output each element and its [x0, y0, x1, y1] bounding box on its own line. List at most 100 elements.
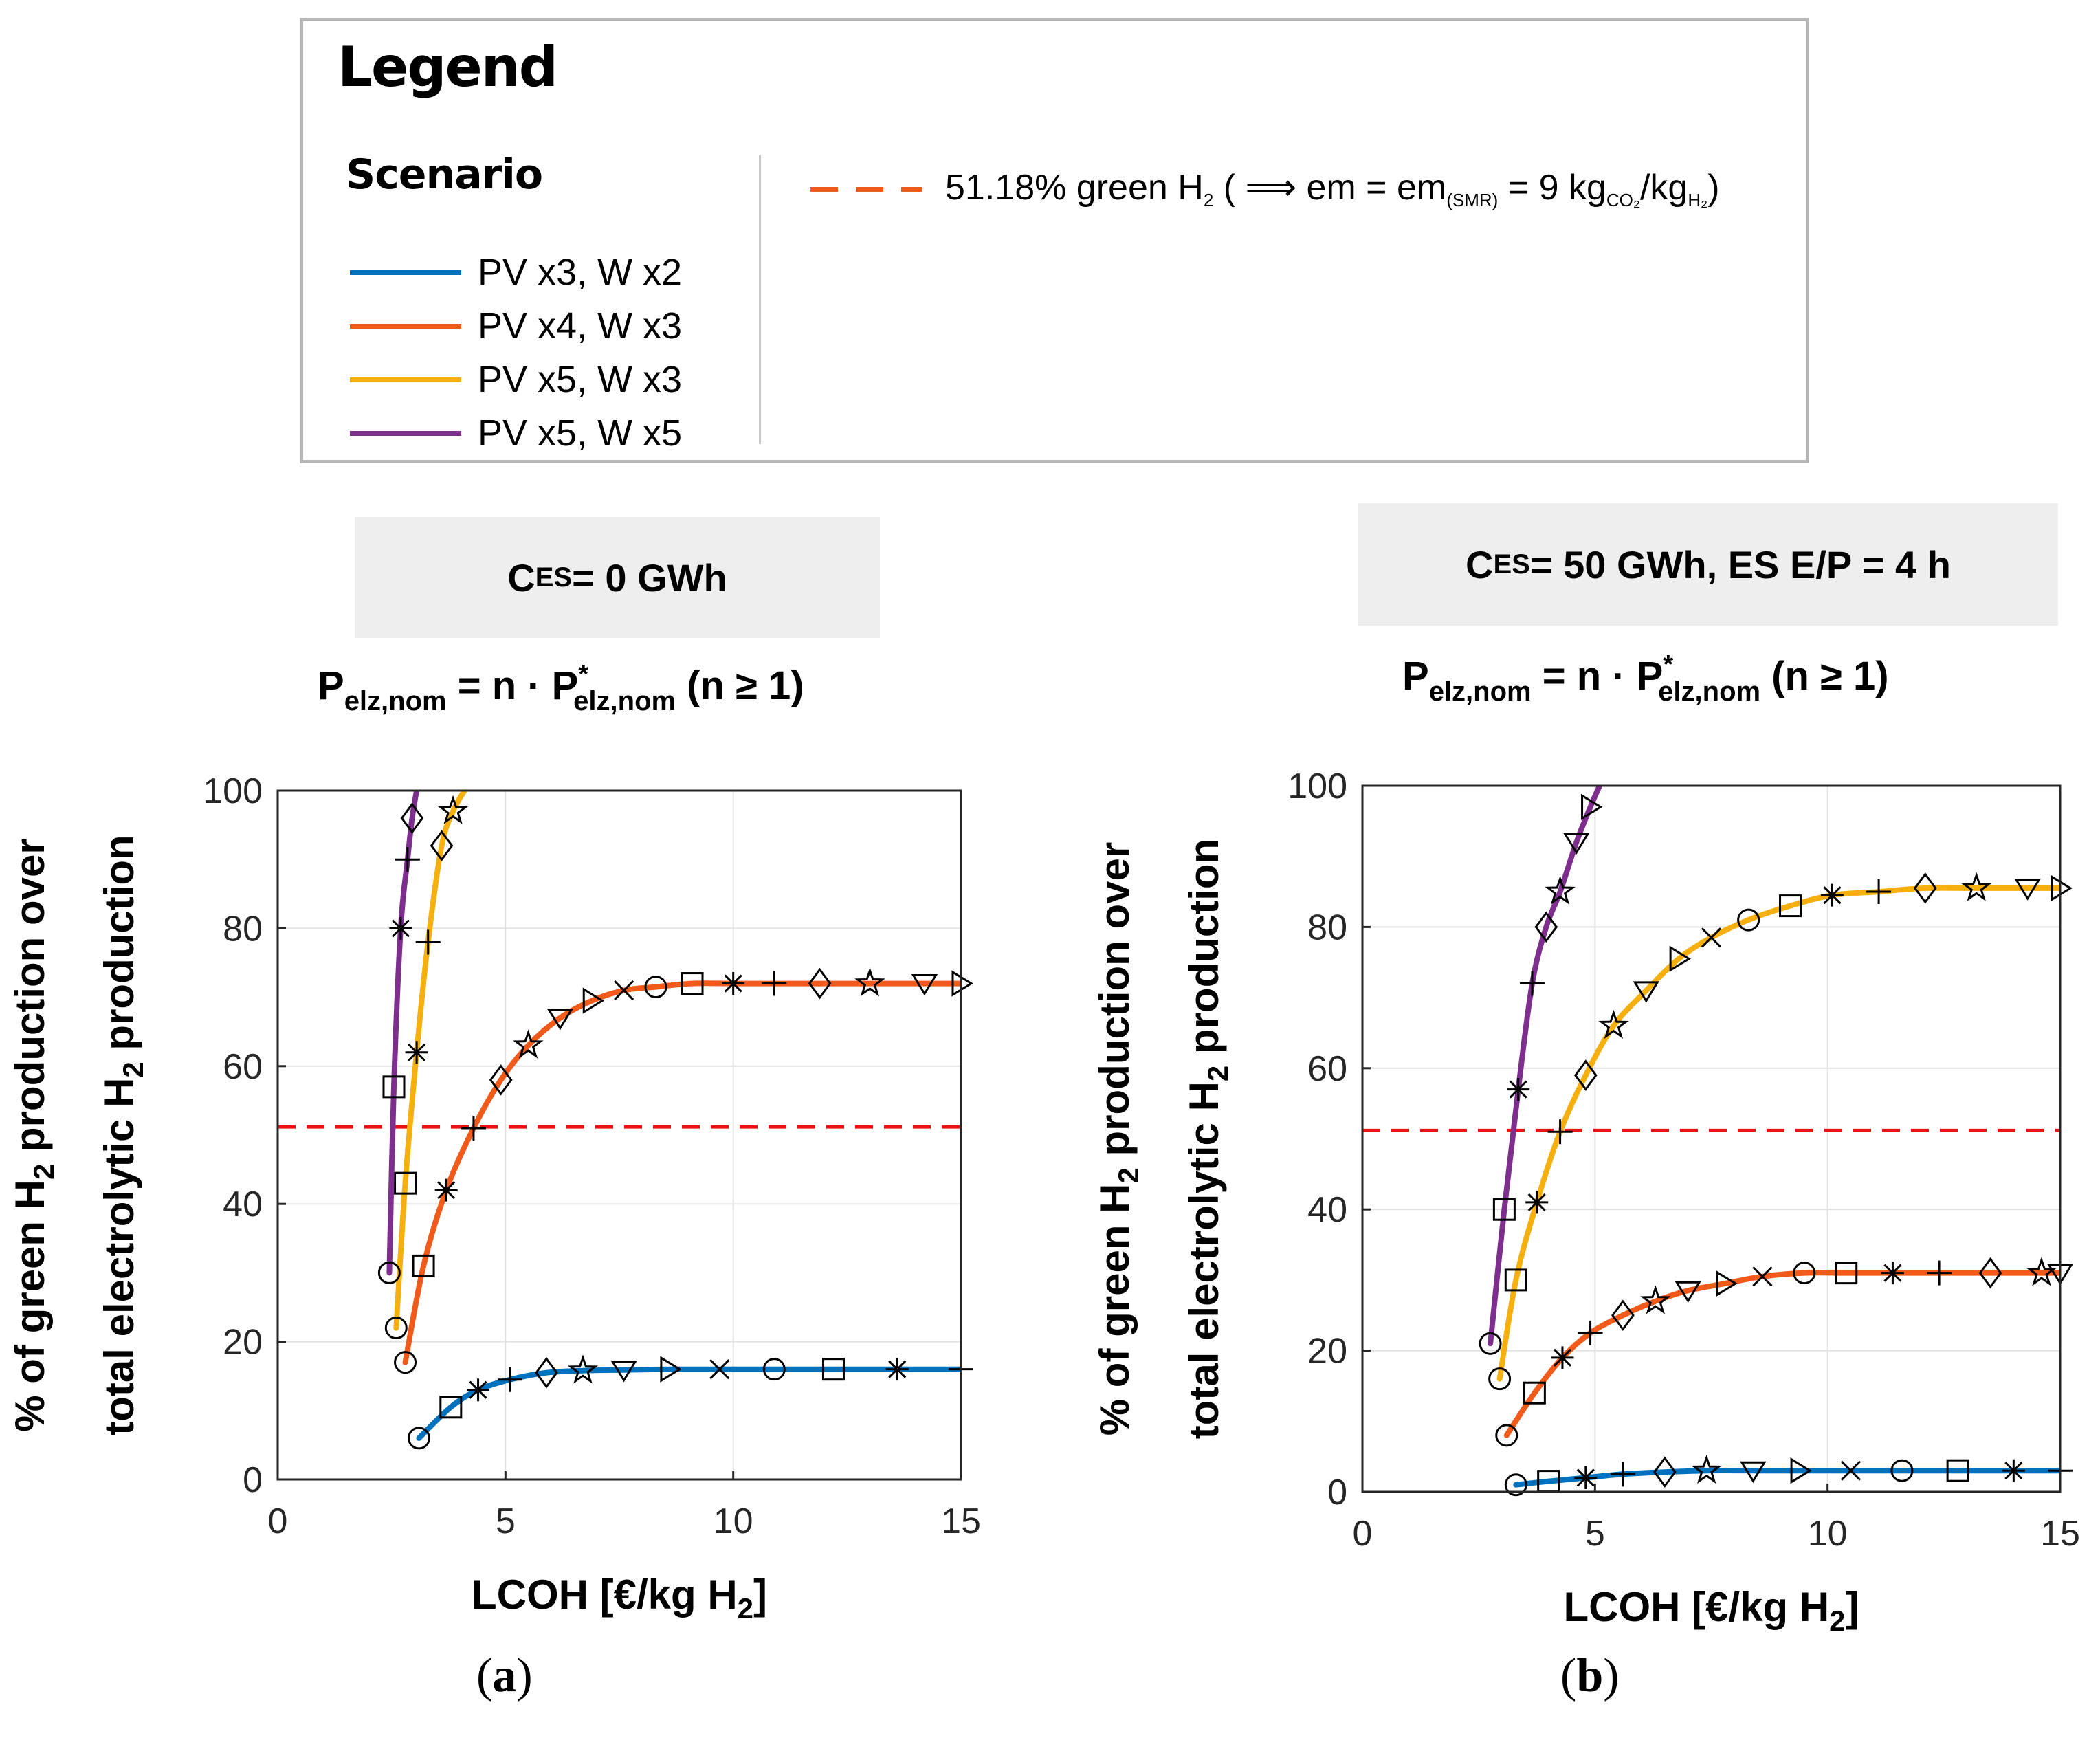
- x-axis-label: LCOH [€/kg H2]: [1563, 1584, 1859, 1637]
- legend-item-pv4-w3: PV x4, W x3: [350, 302, 682, 350]
- marker-circle: [1495, 1424, 1518, 1447]
- marker-star: [1691, 1454, 1722, 1484]
- marker-circle: [1488, 1367, 1512, 1391]
- marker-diamond: [1534, 911, 1558, 943]
- marker-asterisk: [434, 1178, 458, 1202]
- x-tick-label: 10: [1808, 1514, 1848, 1554]
- marker-triangle-right: [582, 987, 605, 1014]
- marker-diamond: [430, 830, 454, 861]
- marker-x: [709, 1359, 730, 1380]
- x-tick-label: 0: [1353, 1514, 1373, 1554]
- marker-circle: [644, 976, 667, 999]
- chart-b: 0 5 10 15 0 20 40 60 80 100 LCOH [€/kg H2] % of gre…: [1092, 767, 2080, 1637]
- panel-b-formula: Pelz,nom = n · P*elz,nom (n ≥ 1): [1402, 650, 1889, 707]
- marker-circle: [1890, 1459, 1914, 1482]
- marker-plus: [1927, 1260, 1952, 1286]
- marker-triangle-right: [1669, 945, 1692, 972]
- y-tick-label: 0: [243, 1460, 263, 1500]
- marker-diamond: [808, 967, 832, 1000]
- plot-area: [1362, 786, 2060, 1492]
- marker-square: [1504, 1268, 1527, 1292]
- series-pv-x5-w-x3: [1496, 885, 2060, 1382]
- marker-star: [1961, 872, 1992, 901]
- marker-square: [394, 1172, 417, 1195]
- caption-a: (a): [476, 1649, 533, 1702]
- marker-asterisk: [1507, 1078, 1530, 1101]
- marker-triangle-down: [1740, 1461, 1767, 1484]
- marker-x: [1840, 1460, 1861, 1481]
- marker-diamond: [489, 1064, 513, 1096]
- marker-x: [1752, 1266, 1773, 1287]
- marker-circle: [394, 1351, 417, 1374]
- series-markers: [1488, 872, 2073, 1391]
- marker-asterisk: [1574, 1466, 1598, 1489]
- y-tick-label: 60: [223, 1047, 263, 1087]
- marker-circle: [1737, 908, 1760, 932]
- y-axis-label-line-2: total electrolytic H2 production: [96, 835, 149, 1435]
- legend-dashed-swatch: [810, 186, 922, 192]
- panel-b-header: C ES = 50 GWh, ES E/P = 4 h: [1358, 503, 2058, 626]
- marker-x: [614, 980, 634, 1001]
- axes-frame: [276, 789, 962, 1481]
- x-tick-label: 0: [268, 1502, 288, 1541]
- y-tick-label: 100: [1287, 767, 1347, 806]
- y-tick-label: 0: [1327, 1473, 1347, 1512]
- marker-diamond: [1611, 1299, 1635, 1332]
- series-line: [1488, 786, 1603, 1347]
- y-axis-label-line-2: total electrolytic H2 production: [1181, 839, 1234, 1439]
- legend-item-pv3-w2: PV x3, W x2: [350, 248, 682, 296]
- marker-square: [439, 1396, 463, 1419]
- legend-item-label: PV x5, W x5: [478, 412, 683, 454]
- marker-triangle-right: [1716, 1270, 1738, 1297]
- marker-circle: [762, 1358, 786, 1381]
- marker-asterisk: [1881, 1262, 1904, 1285]
- legend-divider: [759, 155, 761, 444]
- marker-circle: [384, 1317, 408, 1340]
- series-line: [1496, 885, 2060, 1382]
- legend-swatch: [350, 270, 461, 275]
- marker-square: [821, 1358, 845, 1381]
- marker-star: [1640, 1285, 1671, 1314]
- marker-asterisk: [722, 972, 745, 996]
- marker-plus: [1578, 1320, 1603, 1345]
- marker-circle: [377, 1261, 401, 1284]
- marker-circle: [1479, 1332, 1502, 1355]
- series-markers: [407, 1354, 973, 1450]
- marker-diamond: [1978, 1257, 2002, 1289]
- marker-triangle-down: [610, 1361, 637, 1383]
- y-axis-label-line-1: % of green H2 production over: [1092, 842, 1145, 1436]
- marker-asterisk: [1820, 883, 1844, 907]
- marker-triangle-down: [1633, 981, 1659, 1003]
- x-tick-label: 10: [714, 1502, 753, 1541]
- x-tick-label: 15: [941, 1502, 981, 1541]
- marker-plus: [395, 847, 420, 872]
- series-pv-x4-w-x3: [1503, 1270, 2060, 1438]
- marker-plus: [762, 971, 787, 996]
- marker-triangle-down: [1675, 1281, 1701, 1304]
- legend-swatch: [350, 323, 461, 329]
- marker-diamond: [400, 802, 424, 834]
- legend-item-label: PV x3, W x2: [478, 252, 683, 293]
- marker-asterisk: [2002, 1459, 2025, 1482]
- legend-box: Legend Scenario PV x3, W x2 PV x4, W x3 …: [300, 18, 1809, 463]
- marker-triangle-right: [1581, 793, 1603, 820]
- x-tick-label: 5: [1585, 1514, 1605, 1554]
- marker-square: [1779, 894, 1802, 918]
- marker-star: [1598, 1009, 1629, 1039]
- x-tick-label: 5: [496, 1502, 516, 1541]
- marker-asterisk: [885, 1358, 909, 1381]
- marker-star: [854, 967, 885, 997]
- legend-reference-line: 51.18% green H2 ( ⟹ em = em(SMR) = 9 kgC…: [810, 167, 1720, 211]
- marker-triangle-down: [546, 1009, 574, 1031]
- plot-area: [278, 791, 961, 1480]
- marker-plus: [1866, 879, 1892, 905]
- series-markers: [1479, 793, 1603, 1355]
- y-tick-label: 60: [1307, 1049, 1347, 1089]
- marker-star: [1545, 875, 1576, 905]
- marker-asterisk: [389, 916, 412, 940]
- marker-diamond: [1573, 1059, 1598, 1091]
- legend-swatch: [350, 377, 461, 382]
- series-markers: [394, 967, 973, 1374]
- x-tick-label: 15: [2040, 1514, 2080, 1554]
